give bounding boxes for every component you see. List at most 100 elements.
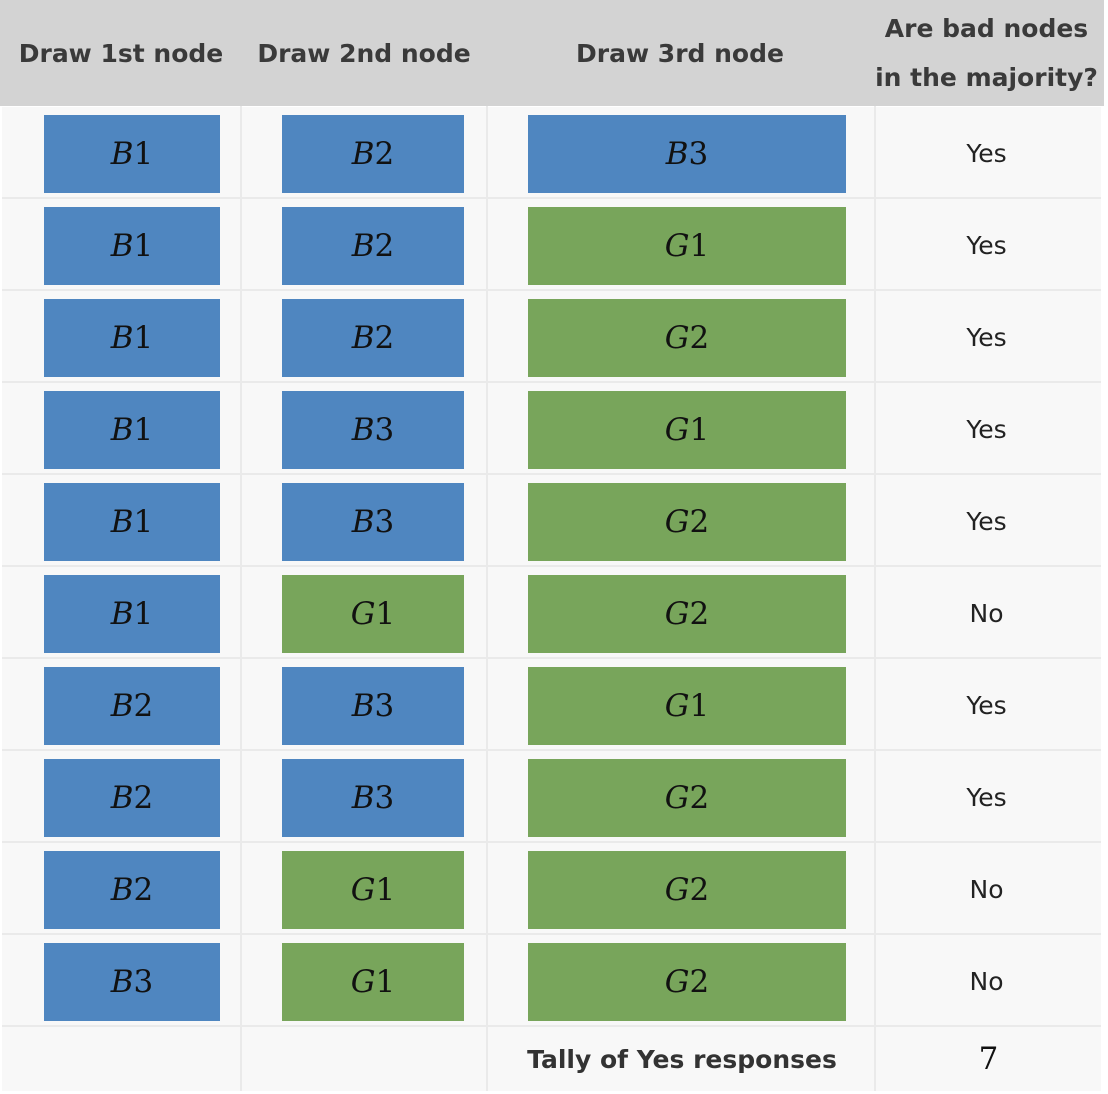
node-number: 2	[689, 964, 710, 1000]
table-row: B 1 B 3 G 1 Yes	[2, 383, 1101, 475]
column-divider	[874, 106, 876, 1091]
node-letter: B	[351, 688, 375, 724]
node-letter: B	[351, 504, 375, 540]
node-number: 2	[133, 872, 154, 908]
table-header: Draw 1st node Draw 2nd node Draw 3rd nod…	[0, 0, 1104, 106]
node-letter: G	[350, 596, 376, 632]
node-letter: B	[110, 412, 134, 448]
node-letter: G	[664, 964, 690, 1000]
node-number: 3	[374, 412, 395, 448]
majority-answer: Yes	[966, 690, 1007, 720]
table-row: B 1 B 3 G 2 Yes	[2, 475, 1101, 567]
node-letter: B	[351, 780, 375, 816]
column-divider	[240, 106, 242, 1091]
node-letter: B	[110, 872, 134, 908]
header-bad-nodes-majority: Are bad nodes in the majority?	[874, 0, 1099, 106]
majority-answer: Yes	[966, 414, 1007, 444]
row-divider	[2, 381, 1101, 383]
node-number: 3	[133, 964, 154, 1000]
node-number: 3	[688, 136, 709, 172]
majority-answer: Yes	[966, 322, 1007, 352]
node-number: 2	[689, 596, 710, 632]
tally-row: Tally of Yes responses 7	[2, 1027, 1101, 1091]
table-row: B 2 B 3 G 2 Yes	[2, 751, 1101, 843]
node-number: 2	[374, 320, 395, 356]
node-letter: G	[350, 964, 376, 1000]
majority-answer: Yes	[966, 506, 1007, 536]
node-letter: G	[664, 228, 690, 264]
majority-answer: Yes	[966, 138, 1007, 168]
node-number: 1	[375, 596, 396, 632]
node-letter: B	[110, 688, 134, 724]
tally-label: Tally of Yes responses	[527, 1044, 837, 1074]
node-number: 3	[374, 780, 395, 816]
majority-answer: Yes	[966, 782, 1007, 812]
node-letter: G	[664, 596, 690, 632]
majority-answer: No	[969, 966, 1004, 996]
node-number: 1	[133, 412, 154, 448]
majority-answer: No	[969, 598, 1004, 628]
node-letter: G	[664, 872, 690, 908]
majority-answer: Yes	[966, 230, 1007, 260]
node-number: 2	[374, 136, 395, 172]
node-number: 2	[374, 228, 395, 264]
majority-answer: No	[969, 874, 1004, 904]
node-letter: B	[110, 228, 134, 264]
header-draw-1st-node: Draw 1st node	[18, 38, 224, 68]
node-number: 1	[375, 872, 396, 908]
node-letter: G	[664, 320, 690, 356]
node-letter: B	[110, 596, 134, 632]
row-divider	[2, 197, 1101, 199]
header-line-1: Are bad nodes	[884, 14, 1089, 43]
node-letter: B	[351, 412, 375, 448]
node-number: 2	[689, 320, 710, 356]
node-letter: B	[351, 228, 375, 264]
table-row: B 2 B 3 G 1 Yes	[2, 659, 1101, 751]
table-row: B 3 G 1 G 2 No	[2, 935, 1101, 1027]
node-number: 2	[133, 780, 154, 816]
row-divider	[2, 473, 1101, 475]
node-letter: G	[664, 504, 690, 540]
node-number: 1	[133, 504, 154, 540]
node-letter: B	[110, 320, 134, 356]
node-number: 3	[374, 688, 395, 724]
header-line-2: in the majority?	[875, 63, 1098, 92]
node-letter: B	[110, 780, 134, 816]
node-number: 2	[689, 780, 710, 816]
node-letter: B	[110, 504, 134, 540]
node-number: 1	[689, 688, 710, 724]
node-letter: B	[351, 320, 375, 356]
row-divider	[2, 289, 1101, 291]
table-row: B 1 B 2 B 3 Yes	[2, 107, 1101, 199]
row-divider	[2, 749, 1101, 751]
node-letter: B	[110, 964, 134, 1000]
node-letter: G	[664, 412, 690, 448]
node-number: 1	[689, 412, 710, 448]
node-number: 2	[689, 504, 710, 540]
node-number: 2	[689, 872, 710, 908]
node-number: 1	[133, 320, 154, 356]
node-letter: B	[665, 136, 689, 172]
